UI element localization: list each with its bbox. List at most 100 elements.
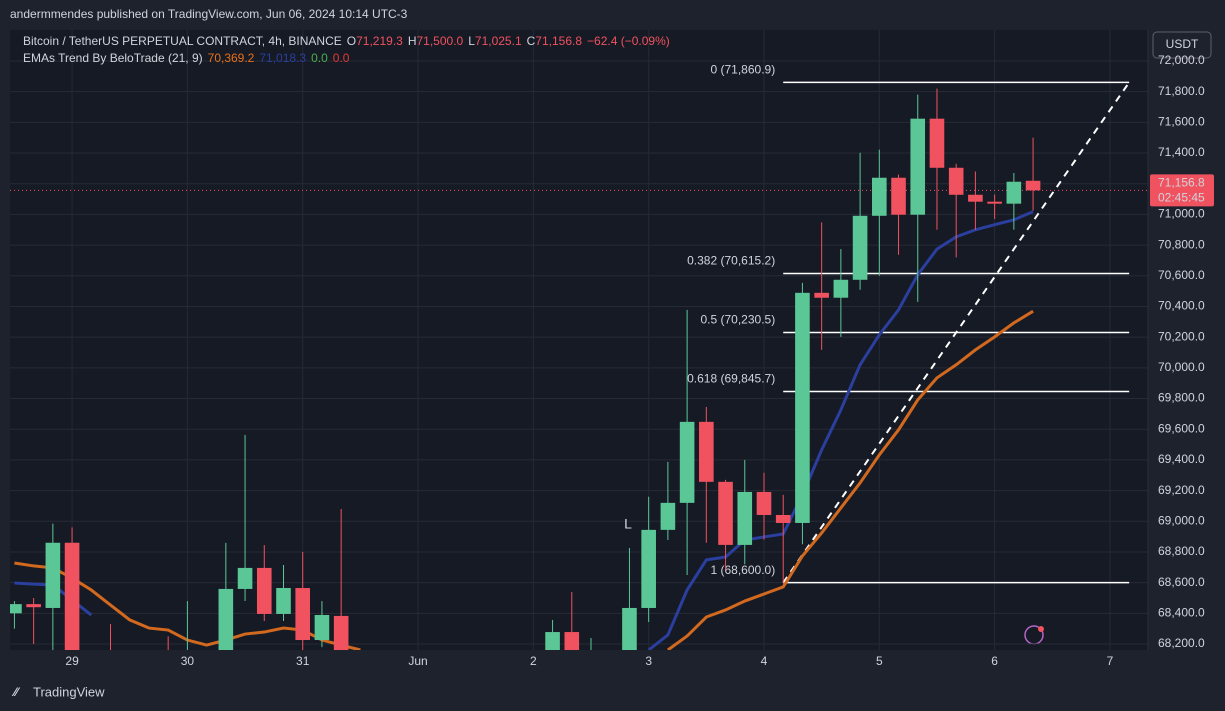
last-price-label: 71,156.8 xyxy=(1158,176,1205,190)
ohlc-prefix: L xyxy=(468,34,475,48)
ohlc-prefix: H xyxy=(408,34,417,48)
y-tick-label: 70,800.0 xyxy=(1158,237,1205,251)
indicator-readout: 71,018.3 xyxy=(259,51,306,65)
x-tick-label: Jun xyxy=(408,654,427,668)
x-tick-label: 5 xyxy=(876,654,883,668)
y-tick-label: 72,000.0 xyxy=(1158,53,1205,67)
fib-label: 0.5 (70,230.5) xyxy=(700,313,775,327)
fib-label: 0.618 (69,845.7) xyxy=(687,372,775,386)
y-tick-label: 69,800.0 xyxy=(1158,391,1205,405)
y-tick-label: 69,000.0 xyxy=(1158,513,1205,527)
legend-line: EMAs Trend By BeloTrade (21, 9) 70,369.2 7… xyxy=(23,51,350,65)
candle-body xyxy=(10,604,22,614)
candle-body xyxy=(852,215,868,280)
y-tick-label: 68,800.0 xyxy=(1158,544,1205,558)
y-tick-label: 71,600.0 xyxy=(1158,115,1205,129)
x-tick-label: 6 xyxy=(991,654,998,668)
last-price-tag xyxy=(1150,174,1214,207)
candle-body xyxy=(910,118,926,215)
x-tick-label: 3 xyxy=(645,654,652,668)
candle-body xyxy=(737,491,753,545)
y-tick-label: 68,600.0 xyxy=(1158,575,1205,589)
x-tick-label: 4 xyxy=(761,654,768,668)
fib-label: 0.382 (70,615.2) xyxy=(687,254,775,268)
fib-label: 1 (68,600.0) xyxy=(710,563,775,577)
candle-body xyxy=(545,632,560,650)
x-tick-label: 30 xyxy=(181,654,195,668)
candle-body xyxy=(276,588,291,614)
y-tick-label: 68,400.0 xyxy=(1158,606,1205,620)
currency[interactable]: USDT xyxy=(1166,37,1199,51)
candle-body xyxy=(775,514,791,523)
candle-body xyxy=(679,421,695,503)
x-tick-label: 31 xyxy=(296,654,310,668)
indicator-readout: 0.0 xyxy=(311,51,328,65)
candle-body xyxy=(987,201,1002,204)
candle-body xyxy=(795,292,810,523)
currency-button[interactable] xyxy=(1152,31,1212,59)
x-tick-label: 2 xyxy=(530,654,537,668)
y-tick-label: 71,800.0 xyxy=(1158,84,1205,98)
symbol: Bitcoin / TetherUS PERPETUAL CONTRACT, 4… xyxy=(23,34,342,48)
change: −62.4 (−0.09%) xyxy=(587,34,670,48)
candle-body xyxy=(948,167,964,195)
candle-body xyxy=(968,194,983,202)
ohlc-value: 71,025.1 xyxy=(475,34,522,48)
y-tick-label: 68,200.0 xyxy=(1158,636,1205,650)
candle-body xyxy=(622,607,637,650)
candle-body xyxy=(314,615,330,641)
plot-layer: 0 (71,860.9) 0.382 (70,615.2) 0.5 (70,230.… xyxy=(10,63,1148,650)
candle-body xyxy=(295,588,311,641)
candle-body xyxy=(26,604,41,608)
ohlc-value: 71,219.3 xyxy=(356,34,403,48)
candle-body xyxy=(237,567,253,589)
indicator-name: EMAs Trend By BeloTrade (21, 9) xyxy=(23,51,203,65)
ohlc-prefix: O xyxy=(347,34,356,48)
ema-line xyxy=(647,210,1034,650)
candle-body xyxy=(699,421,714,482)
candle-body xyxy=(756,491,772,515)
x-tick-label: 29 xyxy=(65,654,79,668)
y-tick-label: 69,200.0 xyxy=(1158,483,1205,497)
candle-body xyxy=(333,615,349,650)
candle-body xyxy=(64,542,80,650)
candle-body xyxy=(256,567,272,614)
indicator-readout: 70,369.2 xyxy=(208,51,255,65)
x-tick-label: 7 xyxy=(1107,654,1114,668)
legend-line: Bitcoin / TetherUS PERPETUAL CONTRACT, 4… xyxy=(23,34,670,48)
y-tick-label: 70,200.0 xyxy=(1158,329,1205,343)
y-tick-label: 70,400.0 xyxy=(1158,299,1205,313)
ohlc-value: 71,156.8 xyxy=(535,34,582,48)
candle-body xyxy=(929,118,945,168)
y-tick-label: 69,400.0 xyxy=(1158,452,1205,466)
candle-body xyxy=(45,542,61,608)
fib-trend xyxy=(782,81,1130,584)
fib-label: 0 (71,860.9) xyxy=(710,63,775,77)
candle-body xyxy=(872,177,887,216)
alert-dot xyxy=(1038,626,1044,632)
y-tick-label: 69,600.0 xyxy=(1158,421,1205,435)
ohlc-prefix: C xyxy=(527,34,536,48)
publisher: andermmendes published on TradingView.co… xyxy=(10,7,408,21)
signal-label: L xyxy=(624,516,632,532)
y-tick-label: 70,600.0 xyxy=(1158,268,1205,282)
candle-body xyxy=(218,588,234,650)
candle-body xyxy=(718,481,733,545)
candle-body xyxy=(660,502,676,530)
candle-body xyxy=(891,177,906,215)
brand-logo: ⁄⁄ xyxy=(11,685,21,699)
candle-body xyxy=(833,279,849,298)
y-tick-label: 70,000.0 xyxy=(1158,360,1205,374)
candle-body xyxy=(1025,180,1041,191)
candle-body xyxy=(641,529,656,608)
brand: TradingView xyxy=(33,684,105,699)
indicator-readout: 0.0 xyxy=(333,51,350,65)
y-tick-label: 71,000.0 xyxy=(1158,207,1205,221)
ema-line xyxy=(667,309,1034,650)
candle-body xyxy=(814,292,829,298)
ohlc-value: 71,500.0 xyxy=(417,34,464,48)
plot-area xyxy=(10,30,1148,650)
y-tick-label: 71,400.0 xyxy=(1158,145,1205,159)
candle-body xyxy=(564,632,580,650)
